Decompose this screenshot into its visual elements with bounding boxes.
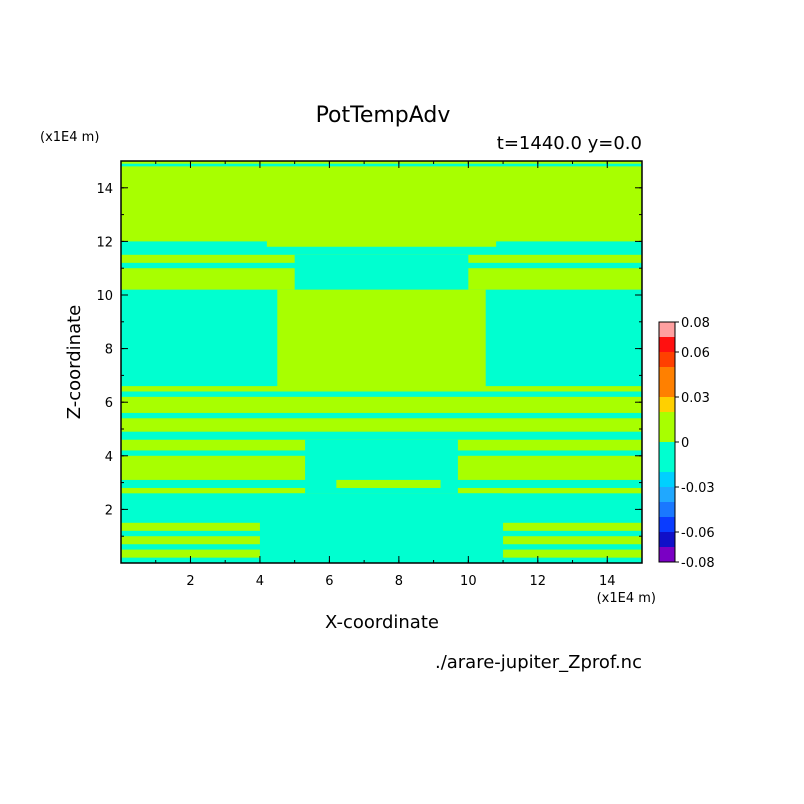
colorbar-segment [659, 472, 675, 487]
colorbar-segment [659, 547, 675, 562]
negative-band [121, 391, 642, 397]
chart-subtitle: t=1440.0 y=0.0 [497, 133, 642, 154]
colorbar-segment [659, 517, 675, 532]
colorbar-segment [659, 367, 675, 397]
negative-band [121, 412, 642, 419]
y-tick-label: 6 [105, 396, 113, 411]
negative-region [294, 254, 469, 290]
colorbar-segment [659, 442, 675, 472]
x-tick-label: 14 [599, 574, 616, 589]
heatmap-field [121, 161, 642, 563]
colorbar-tick-label: 0.08 [681, 316, 710, 331]
x-axis: 2 4 6 8 10 12 14 [120, 161, 643, 589]
positive-region [266, 230, 497, 247]
colorbar-tick-label: -0.03 [681, 481, 715, 496]
y-tick-label: 8 [105, 343, 113, 358]
colorbar-segment [659, 532, 675, 547]
colorbar-tick-label: 0 [681, 436, 689, 451]
y-axis: 2 4 6 8 10 12 14 [96, 160, 642, 564]
colorbar-segment [659, 352, 675, 367]
x-axis-label: X-coordinate [325, 612, 439, 633]
negative-band [121, 163, 642, 167]
y-tick-label: 14 [96, 182, 113, 197]
colorbar-segment [659, 487, 675, 502]
y-tick-label: 10 [96, 289, 113, 304]
colorbar-segment [659, 412, 675, 442]
y-axis-label: Z-coordinate [64, 305, 85, 420]
colorbar: 0.08 0.06 0.03 0 -0.03 -0.06 -0.08 [658, 316, 715, 571]
x-tick-label: 12 [530, 574, 547, 589]
colorbar-segment [659, 322, 675, 337]
y-tick-label: 12 [96, 235, 113, 250]
colorbar-tick-label: 0.06 [681, 346, 710, 361]
colorbar-segment [659, 502, 675, 517]
chart-title: PotTempAdv [316, 103, 451, 128]
colorbar-segment [659, 397, 675, 412]
x-tick-label: 2 [186, 574, 194, 589]
negative-band [121, 241, 642, 255]
colorbar-segment [659, 337, 675, 352]
x-tick-label: 6 [325, 574, 333, 589]
negative-region [259, 493, 504, 563]
source-file-label: ./arare-jupiter_Zprof.nc [435, 652, 642, 673]
y-tick-label: 4 [105, 450, 113, 465]
x-tick-label: 10 [460, 574, 477, 589]
y-tick-label: 2 [105, 503, 113, 518]
positive-region [336, 479, 441, 488]
colorbar-tick-label: 0.03 [681, 391, 710, 406]
x-tick-label: 8 [395, 574, 403, 589]
plot-frame [120, 160, 643, 564]
y-unit-label: (x1E4 m) [40, 130, 99, 145]
positive-region [277, 289, 486, 392]
colorbar-tick-label: -0.06 [681, 526, 715, 541]
x-tick-label: 4 [256, 574, 264, 589]
negative-band [121, 431, 642, 440]
colorbar-tick-label: -0.08 [681, 556, 715, 571]
x-unit-label: (x1E4 m) [597, 591, 656, 606]
